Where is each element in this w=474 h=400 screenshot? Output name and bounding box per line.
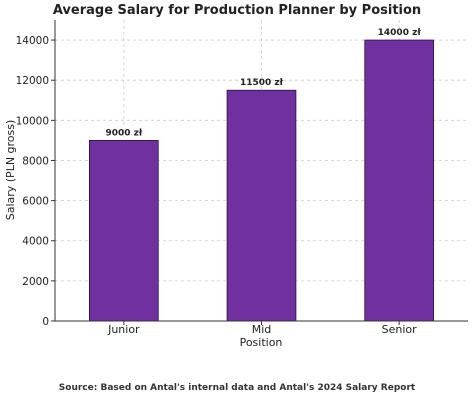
label-layer: 9000 zł 11500 zł 14000 zł xyxy=(105,28,421,138)
y-tick-label: 0 xyxy=(42,316,49,328)
data-label: 14000 zł xyxy=(378,28,422,38)
bar-layer xyxy=(89,39,434,322)
bar xyxy=(89,139,159,322)
y-tick-label: 6000 xyxy=(22,196,49,208)
y-tick-label: 10000 xyxy=(16,115,49,127)
bar xyxy=(226,89,297,322)
x-tick-label: Junior xyxy=(107,323,140,336)
data-label: 9000 zł xyxy=(105,128,142,138)
y-axis-label: Salary (PLN gross) xyxy=(4,120,17,221)
bar xyxy=(364,39,434,322)
data-label: 11500 zł xyxy=(240,78,284,88)
y-tick-label: 8000 xyxy=(22,155,49,167)
y-tick-label: 2000 xyxy=(22,276,49,288)
source-note: Source: Based on Antal's internal data a… xyxy=(58,383,416,393)
y-tick-label: 4000 xyxy=(22,236,49,248)
chart-title: Average Salary for Production Planner by… xyxy=(52,3,422,18)
x-axis-label: Position xyxy=(240,336,283,349)
axis-layer: 0 2000 4000 6000 8000 10000 12000 14000 Junior Mi… xyxy=(16,20,468,336)
x-tick-label: Senior xyxy=(382,323,418,336)
y-tick-label: 12000 xyxy=(16,75,49,87)
y-tick-label: 14000 xyxy=(16,35,49,47)
x-tick-label: Mid xyxy=(252,323,272,336)
